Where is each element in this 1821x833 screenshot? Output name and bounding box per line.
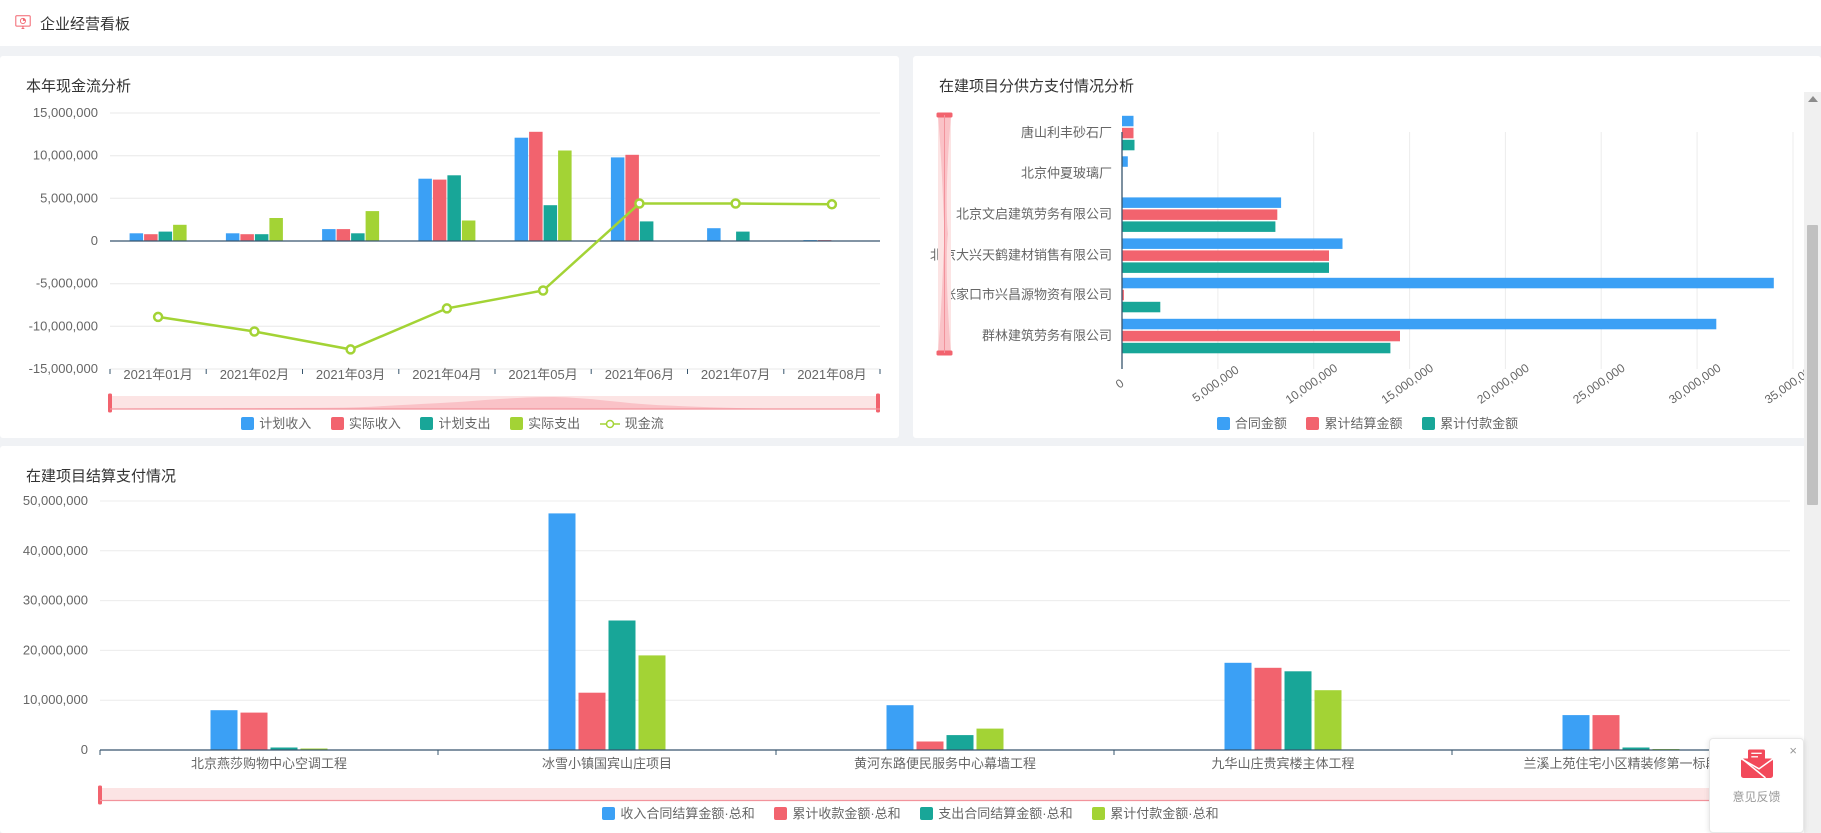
svg-text:25,000,000: 25,000,000: [1570, 361, 1627, 407]
svg-text:10,000,000: 10,000,000: [23, 692, 88, 707]
svg-text:5,000,000: 5,000,000: [40, 190, 98, 205]
svg-text:-5,000,000: -5,000,000: [36, 276, 98, 291]
svg-text:0: 0: [91, 233, 98, 248]
svg-text:2021年01月: 2021年01月: [123, 367, 192, 382]
svg-text:2021年04月: 2021年04月: [412, 367, 481, 382]
svg-text:40,000,000: 40,000,000: [23, 543, 88, 558]
svg-text:唐山利丰砂石厂: 唐山利丰砂石厂: [1021, 125, 1112, 140]
svg-text:冰雪小镇国宾山庄项目: 冰雪小镇国宾山庄项目: [542, 756, 672, 771]
svg-text:-10,000,000: -10,000,000: [29, 318, 98, 333]
svg-text:20,000,000: 20,000,000: [1474, 361, 1531, 407]
svg-text:5,000,000: 5,000,000: [1190, 362, 1242, 404]
svg-text:-15,000,000: -15,000,000: [29, 361, 98, 376]
svg-text:30,000,000: 30,000,000: [1666, 361, 1723, 407]
svg-text:2021年06月: 2021年06月: [605, 367, 674, 382]
svg-text:10,000,000: 10,000,000: [33, 148, 98, 163]
svg-text:北京文启建筑劳务有限公司: 北京文启建筑劳务有限公司: [956, 207, 1112, 222]
svg-text:2021年05月: 2021年05月: [508, 367, 577, 382]
svg-text:30,000,000: 30,000,000: [23, 593, 88, 608]
svg-text:2021年07月: 2021年07月: [701, 367, 770, 382]
svg-text:15,000,000: 15,000,000: [1379, 361, 1436, 407]
svg-text:北京大兴天鹤建材销售有限公司: 北京大兴天鹤建材销售有限公司: [930, 248, 1112, 263]
svg-text:张家口市兴昌源物资有限公司: 张家口市兴昌源物资有限公司: [943, 287, 1112, 302]
svg-text:20,000,000: 20,000,000: [23, 642, 88, 657]
svg-text:兰溪上苑住宅小区精装修第一标段: 兰溪上苑住宅小区精装修第一标段: [1523, 756, 1718, 771]
svg-text:0: 0: [1113, 376, 1127, 391]
svg-text:50,000,000: 50,000,000: [23, 493, 88, 508]
svg-text:0: 0: [81, 742, 88, 757]
svg-text:群林建筑劳务有限公司: 群林建筑劳务有限公司: [982, 328, 1112, 343]
svg-text:2021年08月: 2021年08月: [797, 367, 866, 382]
svg-text:北京仲夏玻璃厂: 北京仲夏玻璃厂: [1021, 166, 1112, 181]
svg-text:2021年03月: 2021年03月: [316, 367, 385, 382]
svg-text:15,000,000: 15,000,000: [33, 105, 98, 120]
svg-text:黄河东路便民服务中心幕墙工程: 黄河东路便民服务中心幕墙工程: [854, 756, 1036, 771]
svg-text:北京燕莎购物中心空调工程: 北京燕莎购物中心空调工程: [191, 756, 347, 771]
svg-text:10,000,000: 10,000,000: [1283, 361, 1340, 407]
svg-text:2021年02月: 2021年02月: [220, 367, 289, 382]
svg-text:九华山庄贵宾楼主体工程: 九华山庄贵宾楼主体工程: [1211, 756, 1354, 771]
